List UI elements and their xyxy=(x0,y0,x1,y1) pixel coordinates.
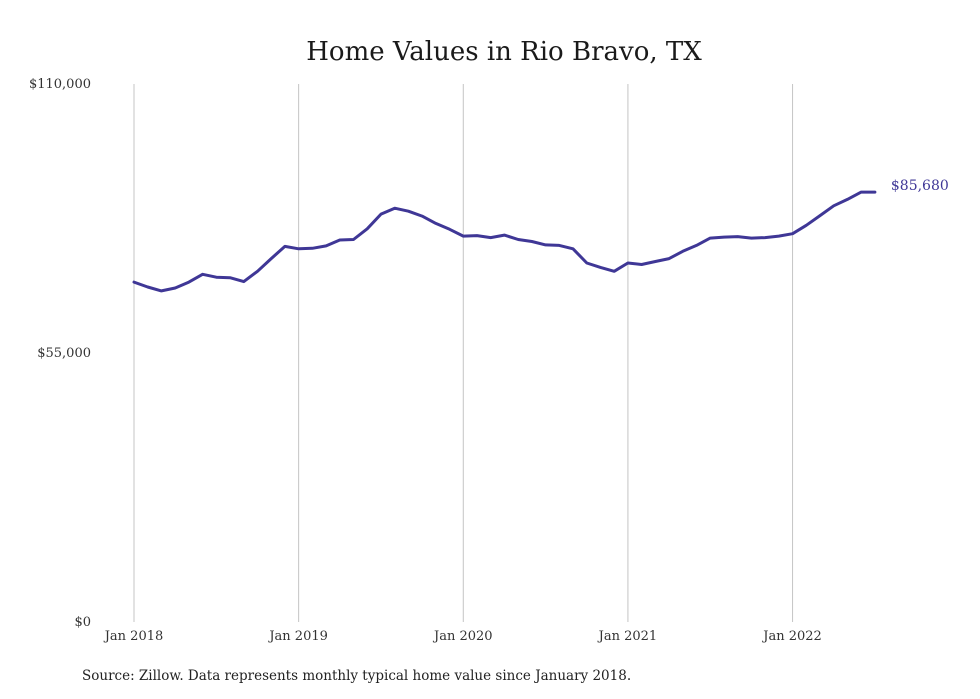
x-tick-label: Jan 2019 xyxy=(267,629,328,644)
y-tick-label: $0 xyxy=(74,615,91,630)
grid-lines xyxy=(133,84,794,622)
end-value-label: $85,680 xyxy=(891,178,949,194)
chart-title: Home Values in Rio Bravo, TX xyxy=(306,37,702,67)
series-line-home-value xyxy=(132,190,877,293)
y-tick-label: $110,000 xyxy=(29,77,91,92)
x-tick-label: Jan 2022 xyxy=(761,629,822,644)
source-note: Source: Zillow. Data represents monthly … xyxy=(82,668,632,684)
x-tick-label: Jan 2020 xyxy=(432,629,493,644)
y-axis-ticks: $0 $55,000 $110,000 xyxy=(29,77,91,630)
x-axis-ticks: Jan 2018 Jan 2019 Jan 2020 Jan 2021 Jan 2022 xyxy=(103,629,822,644)
x-tick-label: Jan 2018 xyxy=(103,629,164,644)
y-tick-label: $55,000 xyxy=(37,346,91,361)
x-tick-label: Jan 2021 xyxy=(597,629,658,644)
